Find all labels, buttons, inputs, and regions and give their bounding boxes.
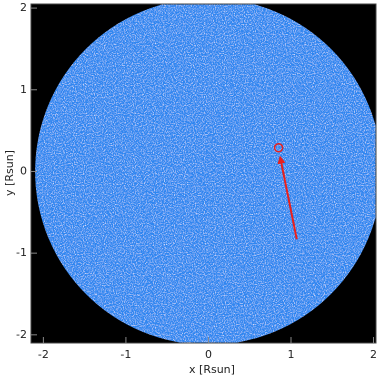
plot-area xyxy=(31,4,376,343)
y-tick-label: 0 xyxy=(20,164,27,177)
x-tick-label: 2 xyxy=(370,348,377,361)
arrow xyxy=(277,155,298,240)
y-tick-label: -1 xyxy=(16,246,27,259)
x-axis-label: x [Rsun] xyxy=(189,363,235,376)
x-tick-label: 1 xyxy=(287,348,294,361)
x-tick-label: -2 xyxy=(38,348,49,361)
y-axis-label: y [Rsun] xyxy=(3,150,16,196)
y-tick-label: -2 xyxy=(16,328,27,341)
x-tick-label: -1 xyxy=(120,348,131,361)
y-tick-label: 2 xyxy=(20,1,27,14)
solar-disk xyxy=(35,4,376,343)
x-tick-label: 0 xyxy=(205,348,212,361)
plot-frame xyxy=(30,3,377,344)
y-tick-label: 1 xyxy=(20,83,27,96)
marker-circle xyxy=(273,143,284,153)
